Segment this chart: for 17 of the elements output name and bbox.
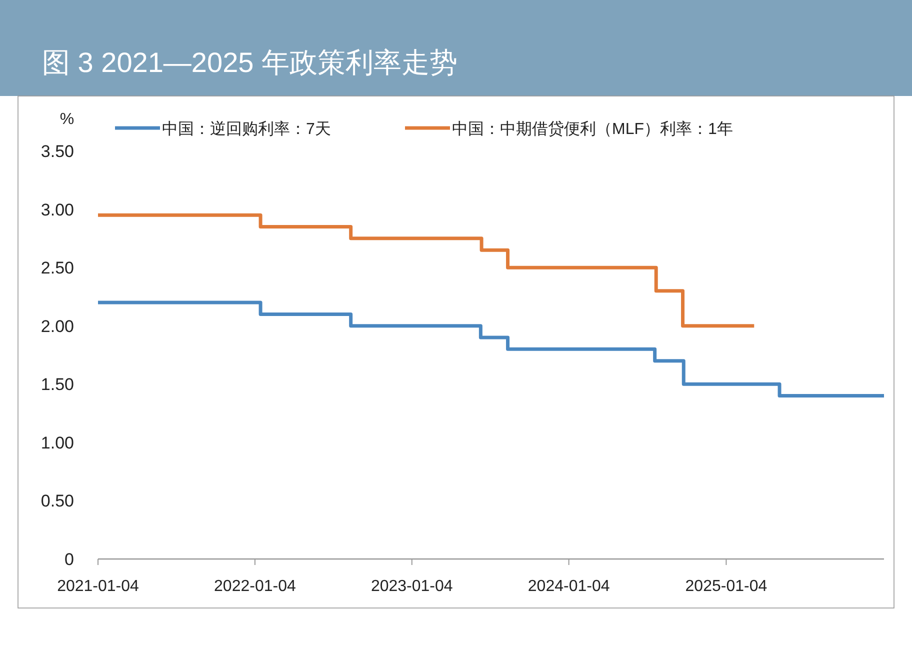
- x-tick-label: 2023-01-04: [370, 578, 453, 595]
- x-tick-label: 2024-01-04: [528, 578, 610, 595]
- y-tick-label: 2.50: [40, 258, 74, 278]
- y-axis-title: %: [60, 111, 74, 128]
- legend-label: 中国：中期借贷便利（MLF）利率：1年: [452, 120, 733, 138]
- y-tick-label: 1.50: [40, 375, 74, 394]
- x-tick-label: 2025-01-04: [685, 578, 768, 595]
- x-tick-label: 2021-01-04: [57, 578, 140, 595]
- legend-label: 中国：逆回购利率：7天: [162, 120, 331, 138]
- chart-title: 图 3 2021—2025 年政策利率走势: [42, 47, 458, 78]
- x-tick-label: 2022-01-04: [214, 578, 296, 595]
- y-tick-label: 0: [64, 550, 74, 569]
- y-tick-label: 3.50: [40, 142, 74, 161]
- y-tick-label: 1.00: [40, 433, 74, 452]
- y-tick-label: 2.00: [40, 316, 74, 336]
- y-tick-label: 3.00: [40, 200, 74, 220]
- y-tick-label: 0.50: [40, 492, 74, 511]
